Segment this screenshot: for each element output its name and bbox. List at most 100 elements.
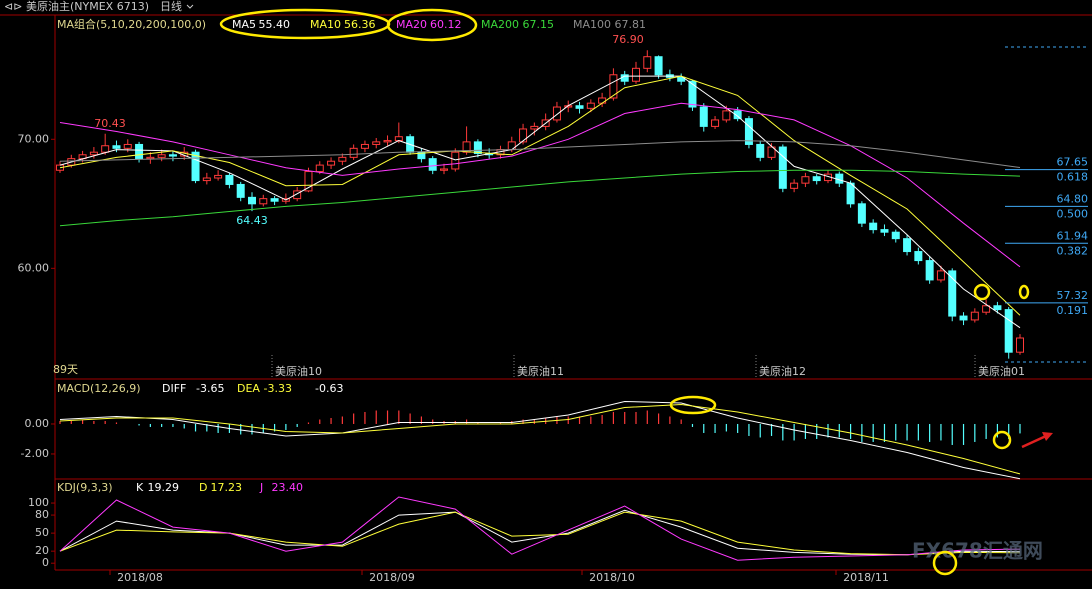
y-tick-label: 50 — [35, 526, 49, 539]
y-tick-label: -2.00 — [21, 447, 49, 460]
candle-body — [552, 106, 561, 121]
period-label: 美原油10 — [275, 364, 322, 378]
highlights — [219, 8, 1030, 576]
candle-body — [304, 171, 313, 192]
candle-body — [394, 136, 403, 142]
legend-name: MA100 — [573, 18, 611, 31]
arrow-shaft — [1021, 434, 1047, 449]
highlight-circle — [992, 430, 1012, 450]
candle-body — [857, 203, 866, 224]
legend-name: MA200 — [481, 18, 519, 31]
highlight-circle — [973, 283, 991, 301]
candle-body — [473, 141, 482, 154]
highlight-circle — [1018, 284, 1030, 300]
candle-body — [372, 141, 381, 145]
candle-body — [360, 143, 369, 149]
y-tick-label: 80 — [35, 508, 49, 521]
candle-body — [654, 56, 663, 76]
candle-body — [914, 251, 923, 262]
fib-price: 64.80 — [1057, 192, 1089, 205]
candle-body — [89, 151, 98, 156]
candle-body — [778, 146, 787, 189]
fib-ratio: 0.500 — [1057, 207, 1089, 220]
candle-body — [790, 182, 799, 189]
candle-body — [417, 151, 426, 160]
candle-body — [970, 311, 979, 321]
candle-body — [248, 196, 256, 205]
candle-body — [168, 154, 177, 157]
candle-body — [270, 198, 279, 202]
candle-body — [214, 174, 223, 179]
arrow — [1021, 432, 1053, 449]
indicator-line — [59, 403, 1021, 475]
period-label: 美原油12 — [759, 364, 806, 378]
legend-value: 60.12 — [430, 18, 462, 31]
indicator-line — [59, 496, 1021, 561]
icon: ⊲⊳ — [4, 0, 22, 13]
legend-value: -3.33 — [264, 382, 292, 395]
candle-body — [812, 176, 821, 182]
highlight-circle — [669, 395, 717, 415]
candle-body — [586, 102, 595, 109]
candle-body — [643, 56, 652, 69]
period: 日线 — [160, 0, 182, 13]
candle-body — [315, 164, 324, 173]
candle-body — [699, 106, 708, 127]
period-label: 美原油11 — [517, 364, 564, 378]
y-tick-label: 100 — [28, 496, 49, 509]
candle-body — [575, 105, 584, 109]
x-tick-label: 2018/11 — [843, 571, 889, 584]
candle-body — [880, 229, 889, 233]
legend-value: 17.23 — [211, 481, 243, 494]
highlight-circle — [386, 8, 478, 42]
legend-value: 67.15 — [523, 18, 555, 31]
arrow-head — [1042, 432, 1053, 441]
candle-body — [327, 160, 336, 166]
indicator-line — [59, 102, 1021, 268]
candle-body — [767, 146, 776, 158]
candle-body — [146, 156, 155, 160]
legend-value: 56.36 — [344, 18, 376, 31]
indicator-line — [59, 400, 1021, 480]
y-tick-label: 60.00 — [18, 261, 50, 274]
legend-value: 19.29 — [148, 481, 180, 494]
fib-price: 67.65 — [1057, 156, 1089, 169]
candle-body — [123, 143, 132, 149]
dropdown-icon[interactable] — [186, 4, 194, 9]
legend-name: K — [136, 481, 144, 494]
legend-name: D — [199, 481, 207, 494]
candle-body — [959, 315, 968, 321]
candle-body — [507, 141, 516, 151]
candle-body — [801, 176, 810, 184]
legend-value: 55.40 — [259, 18, 291, 31]
candle-body — [530, 125, 539, 130]
indicator-line — [59, 75, 1021, 329]
legend-value: -3.65 — [196, 382, 224, 395]
candle-body — [744, 118, 753, 145]
candle-body — [383, 140, 392, 143]
candle-body — [349, 147, 358, 158]
day-count: 89天 — [53, 363, 78, 376]
indicator-line — [59, 140, 1021, 168]
candle-body — [157, 154, 166, 158]
indicator-name: MA组合(5,10,20,200,100,0) — [57, 17, 206, 31]
period-label: 美原油01 — [978, 364, 1025, 378]
candle-body — [101, 145, 110, 153]
legend-name: MA10 — [310, 18, 341, 31]
price-annotation: 76.90 — [612, 33, 644, 46]
highlight-circle — [932, 550, 958, 576]
candle-body — [925, 260, 934, 281]
candle-body — [632, 67, 640, 82]
y-tick-label: 0 — [42, 556, 49, 569]
candle-body — [609, 74, 618, 99]
candle-body — [1004, 309, 1013, 353]
candle-body — [869, 222, 878, 231]
y-tick-label: 20 — [35, 544, 49, 557]
legend-name: DEA — [237, 382, 260, 395]
candle-body — [903, 238, 912, 253]
candle-body — [225, 174, 234, 185]
fib-price: 57.32 — [1057, 289, 1089, 302]
legend-value: -0.63 — [315, 382, 343, 395]
